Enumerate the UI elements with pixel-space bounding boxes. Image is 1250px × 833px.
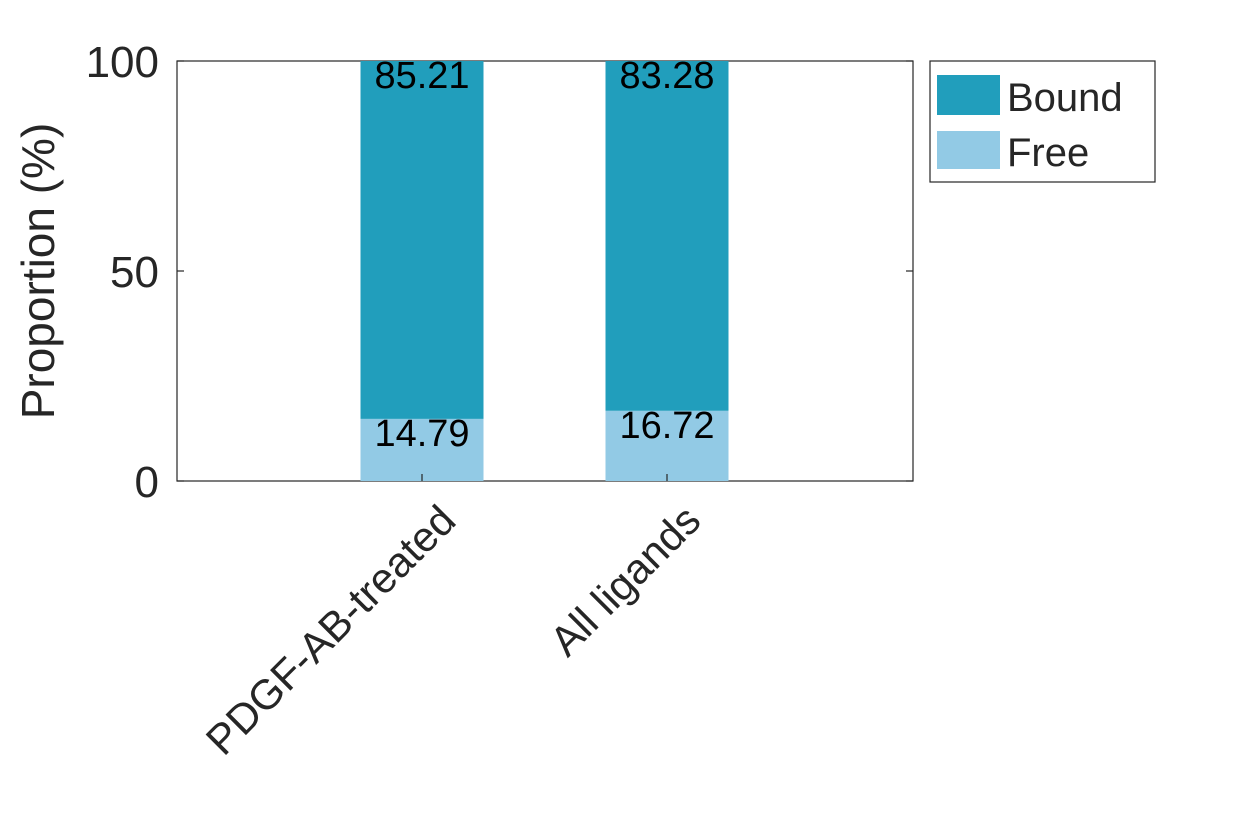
plot-area bbox=[176, 60, 914, 482]
data-label-bound-0: 85.21 bbox=[374, 55, 469, 97]
bar-free-1 bbox=[605, 410, 729, 481]
bars-layer bbox=[360, 61, 729, 481]
bar-bound-0 bbox=[360, 61, 484, 419]
legend-swatch-bound bbox=[937, 75, 1000, 115]
bar-bound-1 bbox=[605, 61, 729, 411]
y-tick-label: 50 bbox=[110, 248, 159, 297]
x-tick-label: PDGF-AB-treated bbox=[197, 496, 465, 764]
y-tick-label: 0 bbox=[135, 458, 159, 507]
data-label-free-1: 16.72 bbox=[619, 405, 714, 447]
legend-swatch-free bbox=[937, 131, 1000, 169]
data-label-bound-1: 83.28 bbox=[619, 55, 714, 97]
legend-label-free: Free bbox=[1007, 131, 1089, 175]
x-tick-label: All ligands bbox=[541, 496, 710, 665]
y-axis-label: Proportion (%) bbox=[12, 123, 64, 420]
data-label-free-0: 14.79 bbox=[374, 413, 469, 455]
data-labels-layer: 14.79 85.21 16.72 83.28 bbox=[374, 55, 714, 455]
legend: Bound Free bbox=[929, 60, 1156, 183]
bar-free-0 bbox=[360, 418, 484, 481]
y-tick-label: 100 bbox=[86, 38, 159, 87]
legend-label-bound: Bound bbox=[1007, 76, 1123, 120]
